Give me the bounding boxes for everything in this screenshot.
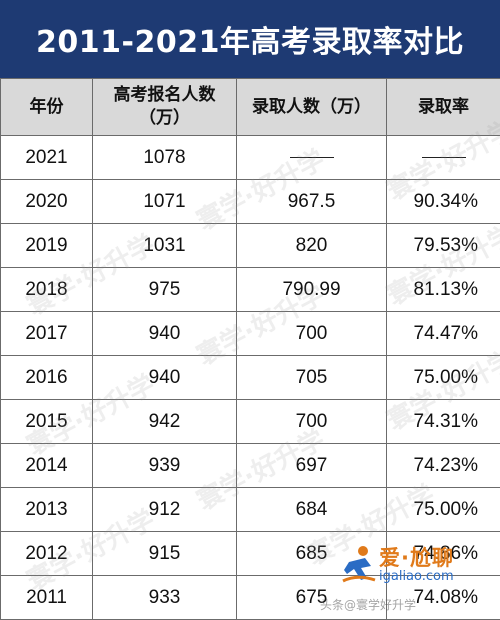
column-header-applicants: 高考报名人数 （万） — [93, 79, 237, 136]
table-header-row: 年份 高考报名人数 （万） 录取人数（万） 录取率 — [1, 79, 500, 136]
cell-rate: 90.34% — [387, 180, 500, 224]
table-row: 2015 942 700 74.31% — [1, 400, 500, 444]
page-title: 2011-2021年高考录取率对比 — [0, 0, 500, 78]
cell-rate: 74.47% — [387, 312, 500, 356]
cell-applicants: 1031 — [93, 224, 237, 268]
column-header-applicants-line2: （万） — [139, 108, 190, 128]
cell-year: 2016 — [1, 356, 93, 400]
dash-mark — [422, 157, 466, 158]
cell-admitted: 820 — [237, 224, 387, 268]
cell-rate: 81.13% — [387, 268, 500, 312]
table-row: 2014 939 697 74.23% — [1, 444, 500, 488]
table-row: 2012 915 685 74.86% — [1, 532, 500, 576]
column-header-admitted: 录取人数（万） — [237, 79, 387, 136]
cell-year: 2020 — [1, 180, 93, 224]
cell-rate: 74.23% — [387, 444, 500, 488]
cell-year: 2019 — [1, 224, 93, 268]
cell-admitted: 700 — [237, 312, 387, 356]
cell-applicants: 975 — [93, 268, 237, 312]
table-row: 2018 975 790.99 81.13% — [1, 268, 500, 312]
column-header-applicants-line1: 高考报名人数 — [114, 85, 216, 105]
cell-year: 2012 — [1, 532, 93, 576]
cell-admitted: 790.99 — [237, 268, 387, 312]
cell-applicants: 912 — [93, 488, 237, 532]
cell-year: 2018 — [1, 268, 93, 312]
cell-admitted: 705 — [237, 356, 387, 400]
cell-applicants: 942 — [93, 400, 237, 444]
cell-rate — [387, 136, 500, 180]
cell-year: 2013 — [1, 488, 93, 532]
cell-year: 2014 — [1, 444, 93, 488]
cell-applicants: 1071 — [93, 180, 237, 224]
dash-mark — [290, 157, 334, 158]
cell-year: 2015 — [1, 400, 93, 444]
cell-admitted: 697 — [237, 444, 387, 488]
cell-rate: 74.31% — [387, 400, 500, 444]
column-header-year: 年份 — [1, 79, 93, 136]
cell-rate: 75.00% — [387, 356, 500, 400]
cell-admitted: 967.5 — [237, 180, 387, 224]
cell-applicants: 915 — [93, 532, 237, 576]
table-row: 2013 912 684 75.00% — [1, 488, 500, 532]
admission-rate-table: 年份 高考报名人数 （万） 录取人数（万） 录取率 2021 1078 2020… — [0, 78, 500, 620]
table-row: 2021 1078 — [1, 136, 500, 180]
cell-admitted: 684 — [237, 488, 387, 532]
cell-applicants: 940 — [93, 356, 237, 400]
cell-admitted: 685 — [237, 532, 387, 576]
table-row: 2019 1031 820 79.53% — [1, 224, 500, 268]
cell-admitted — [237, 136, 387, 180]
cell-applicants: 1078 — [93, 136, 237, 180]
cell-admitted: 700 — [237, 400, 387, 444]
cell-year: 2017 — [1, 312, 93, 356]
cell-applicants: 940 — [93, 312, 237, 356]
cell-rate: 75.00% — [387, 488, 500, 532]
cell-applicants: 939 — [93, 444, 237, 488]
cell-rate: 74.86% — [387, 532, 500, 576]
column-header-rate: 录取率 — [387, 79, 500, 136]
table-row: 2017 940 700 74.47% — [1, 312, 500, 356]
cell-year: 2021 — [1, 136, 93, 180]
cell-rate: 79.53% — [387, 224, 500, 268]
table-row: 2020 1071 967.5 90.34% — [1, 180, 500, 224]
table-row: 2016 940 705 75.00% — [1, 356, 500, 400]
